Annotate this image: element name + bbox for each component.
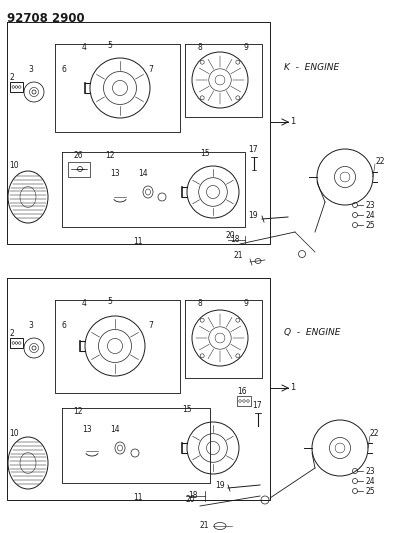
Text: K  -  ENGINE: K - ENGINE	[284, 62, 339, 71]
Text: 22: 22	[376, 157, 385, 166]
Text: 12: 12	[73, 408, 83, 416]
Text: 21: 21	[200, 521, 209, 529]
Text: 13: 13	[82, 425, 92, 434]
Text: 1: 1	[290, 117, 295, 126]
Text: 7: 7	[148, 320, 153, 329]
Text: 4: 4	[82, 44, 87, 52]
Text: 11: 11	[133, 238, 143, 246]
Text: 10: 10	[9, 429, 19, 438]
Text: 2: 2	[10, 72, 15, 82]
Text: 9: 9	[243, 300, 248, 309]
Text: 18: 18	[188, 491, 198, 500]
Text: 23: 23	[365, 200, 375, 209]
Text: 14: 14	[110, 425, 120, 434]
Text: 3: 3	[28, 66, 33, 75]
Text: 25: 25	[365, 221, 375, 230]
Text: 1: 1	[290, 384, 295, 392]
Text: 6: 6	[62, 64, 67, 74]
Text: 5: 5	[107, 42, 112, 51]
Text: 20: 20	[185, 496, 195, 505]
Text: 12: 12	[105, 151, 115, 160]
Text: 25: 25	[365, 487, 375, 496]
Text: 2: 2	[10, 328, 15, 337]
Text: 3: 3	[28, 321, 33, 330]
Text: 7: 7	[148, 64, 153, 74]
Text: 24: 24	[365, 477, 375, 486]
Text: 15: 15	[182, 406, 192, 415]
Text: 8: 8	[198, 44, 203, 52]
Bar	[237, 396, 251, 406]
Text: Q  -  ENGINE: Q - ENGINE	[284, 328, 340, 337]
Text: 15: 15	[200, 149, 209, 158]
Text: 17: 17	[252, 400, 262, 409]
Text: 10: 10	[9, 160, 19, 169]
Text: 4: 4	[82, 300, 87, 309]
Text: 6: 6	[62, 320, 67, 329]
Text: 18: 18	[230, 236, 239, 245]
Text: 11: 11	[133, 494, 143, 503]
Text: 13: 13	[110, 169, 120, 179]
Text: 8: 8	[198, 300, 203, 309]
Text: 20: 20	[225, 230, 235, 239]
Text: 23: 23	[365, 466, 375, 475]
Bar	[68, 162, 90, 177]
Text: 5: 5	[107, 297, 112, 306]
Text: 92708 2900: 92708 2900	[7, 12, 85, 25]
Bar	[10, 82, 23, 92]
Text: 19: 19	[248, 212, 258, 221]
Text: 19: 19	[215, 481, 225, 489]
Text: 14: 14	[138, 169, 148, 179]
Text: 24: 24	[365, 211, 375, 220]
Text: 9: 9	[243, 44, 248, 52]
Text: 16: 16	[237, 386, 247, 395]
Text: 21: 21	[233, 252, 243, 261]
Bar	[10, 338, 23, 348]
Text: 17: 17	[248, 144, 258, 154]
Text: 22: 22	[370, 429, 379, 438]
Text: 26: 26	[73, 151, 83, 160]
